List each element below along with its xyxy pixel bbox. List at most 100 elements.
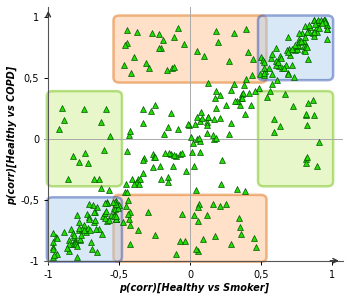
Point — [50, 240, 55, 245]
Point — [183, 168, 189, 173]
Point — [191, 163, 197, 168]
Point — [81, 223, 87, 227]
Point — [308, 25, 313, 30]
Point — [161, 131, 167, 136]
Point — [224, 102, 229, 107]
Point — [77, 237, 83, 242]
Point — [299, 39, 304, 44]
Point — [253, 244, 259, 249]
Point — [291, 74, 297, 79]
Point — [189, 150, 195, 155]
Point — [242, 111, 248, 116]
Point — [248, 103, 253, 108]
Point — [204, 131, 210, 136]
Point — [190, 141, 196, 146]
Point — [113, 217, 119, 221]
Point — [93, 226, 99, 231]
Point — [110, 200, 116, 205]
Point — [310, 97, 315, 102]
Point — [321, 18, 327, 23]
Point — [312, 18, 317, 23]
Point — [318, 18, 324, 23]
Point — [125, 212, 131, 216]
Point — [322, 18, 328, 23]
Point — [50, 244, 55, 249]
Point — [82, 228, 87, 233]
Point — [182, 42, 187, 47]
Point — [285, 71, 291, 76]
Point — [261, 66, 266, 71]
Point — [204, 119, 210, 124]
Point — [76, 220, 82, 224]
Point — [237, 103, 243, 108]
Point — [64, 245, 70, 250]
Point — [213, 106, 219, 111]
Point — [306, 100, 311, 105]
Point — [113, 217, 119, 222]
Point — [266, 65, 272, 70]
Point — [272, 129, 277, 134]
Point — [312, 22, 318, 27]
Point — [68, 226, 74, 231]
Point — [302, 43, 307, 48]
Point — [251, 235, 257, 240]
Point — [239, 231, 244, 236]
Point — [195, 137, 200, 142]
Point — [262, 69, 268, 74]
Point — [124, 41, 130, 46]
Point — [106, 218, 111, 223]
Point — [304, 123, 309, 128]
Point — [300, 31, 305, 35]
Point — [165, 175, 171, 179]
Point — [72, 240, 78, 245]
Point — [128, 70, 134, 75]
Point — [239, 92, 245, 97]
Point — [213, 136, 219, 141]
Point — [170, 164, 176, 168]
Point — [152, 233, 158, 238]
Point — [205, 114, 210, 119]
FancyBboxPatch shape — [258, 16, 333, 80]
Point — [91, 210, 96, 214]
Point — [102, 216, 108, 220]
Point — [311, 29, 316, 34]
Point — [127, 242, 133, 247]
Point — [185, 122, 190, 126]
Point — [228, 88, 233, 93]
Point — [158, 177, 163, 182]
Point — [314, 19, 320, 24]
Point — [194, 115, 199, 120]
Point — [195, 248, 201, 253]
Point — [156, 32, 162, 36]
Point — [245, 49, 251, 54]
Point — [136, 182, 142, 186]
Point — [314, 164, 319, 168]
Point — [279, 65, 285, 70]
Point — [177, 238, 183, 243]
Point — [304, 29, 309, 34]
Point — [205, 114, 211, 119]
Point — [197, 119, 203, 124]
Point — [288, 53, 293, 58]
Point — [192, 213, 197, 218]
Point — [165, 180, 171, 185]
Point — [289, 47, 294, 52]
X-axis label: p(corr)[Healthy vs Smoker]: p(corr)[Healthy vs Smoker] — [119, 283, 269, 293]
Point — [74, 243, 80, 248]
Point — [72, 235, 77, 240]
Point — [112, 206, 118, 211]
Point — [105, 201, 110, 206]
Point — [120, 220, 126, 224]
Point — [102, 201, 107, 206]
Point — [226, 58, 232, 63]
Point — [193, 188, 198, 193]
Point — [126, 133, 132, 138]
Point — [252, 88, 258, 93]
Point — [201, 54, 206, 59]
Point — [104, 200, 109, 205]
Point — [70, 231, 76, 236]
Point — [232, 99, 237, 104]
Point — [168, 111, 174, 116]
Point — [194, 49, 199, 53]
Point — [98, 120, 104, 125]
